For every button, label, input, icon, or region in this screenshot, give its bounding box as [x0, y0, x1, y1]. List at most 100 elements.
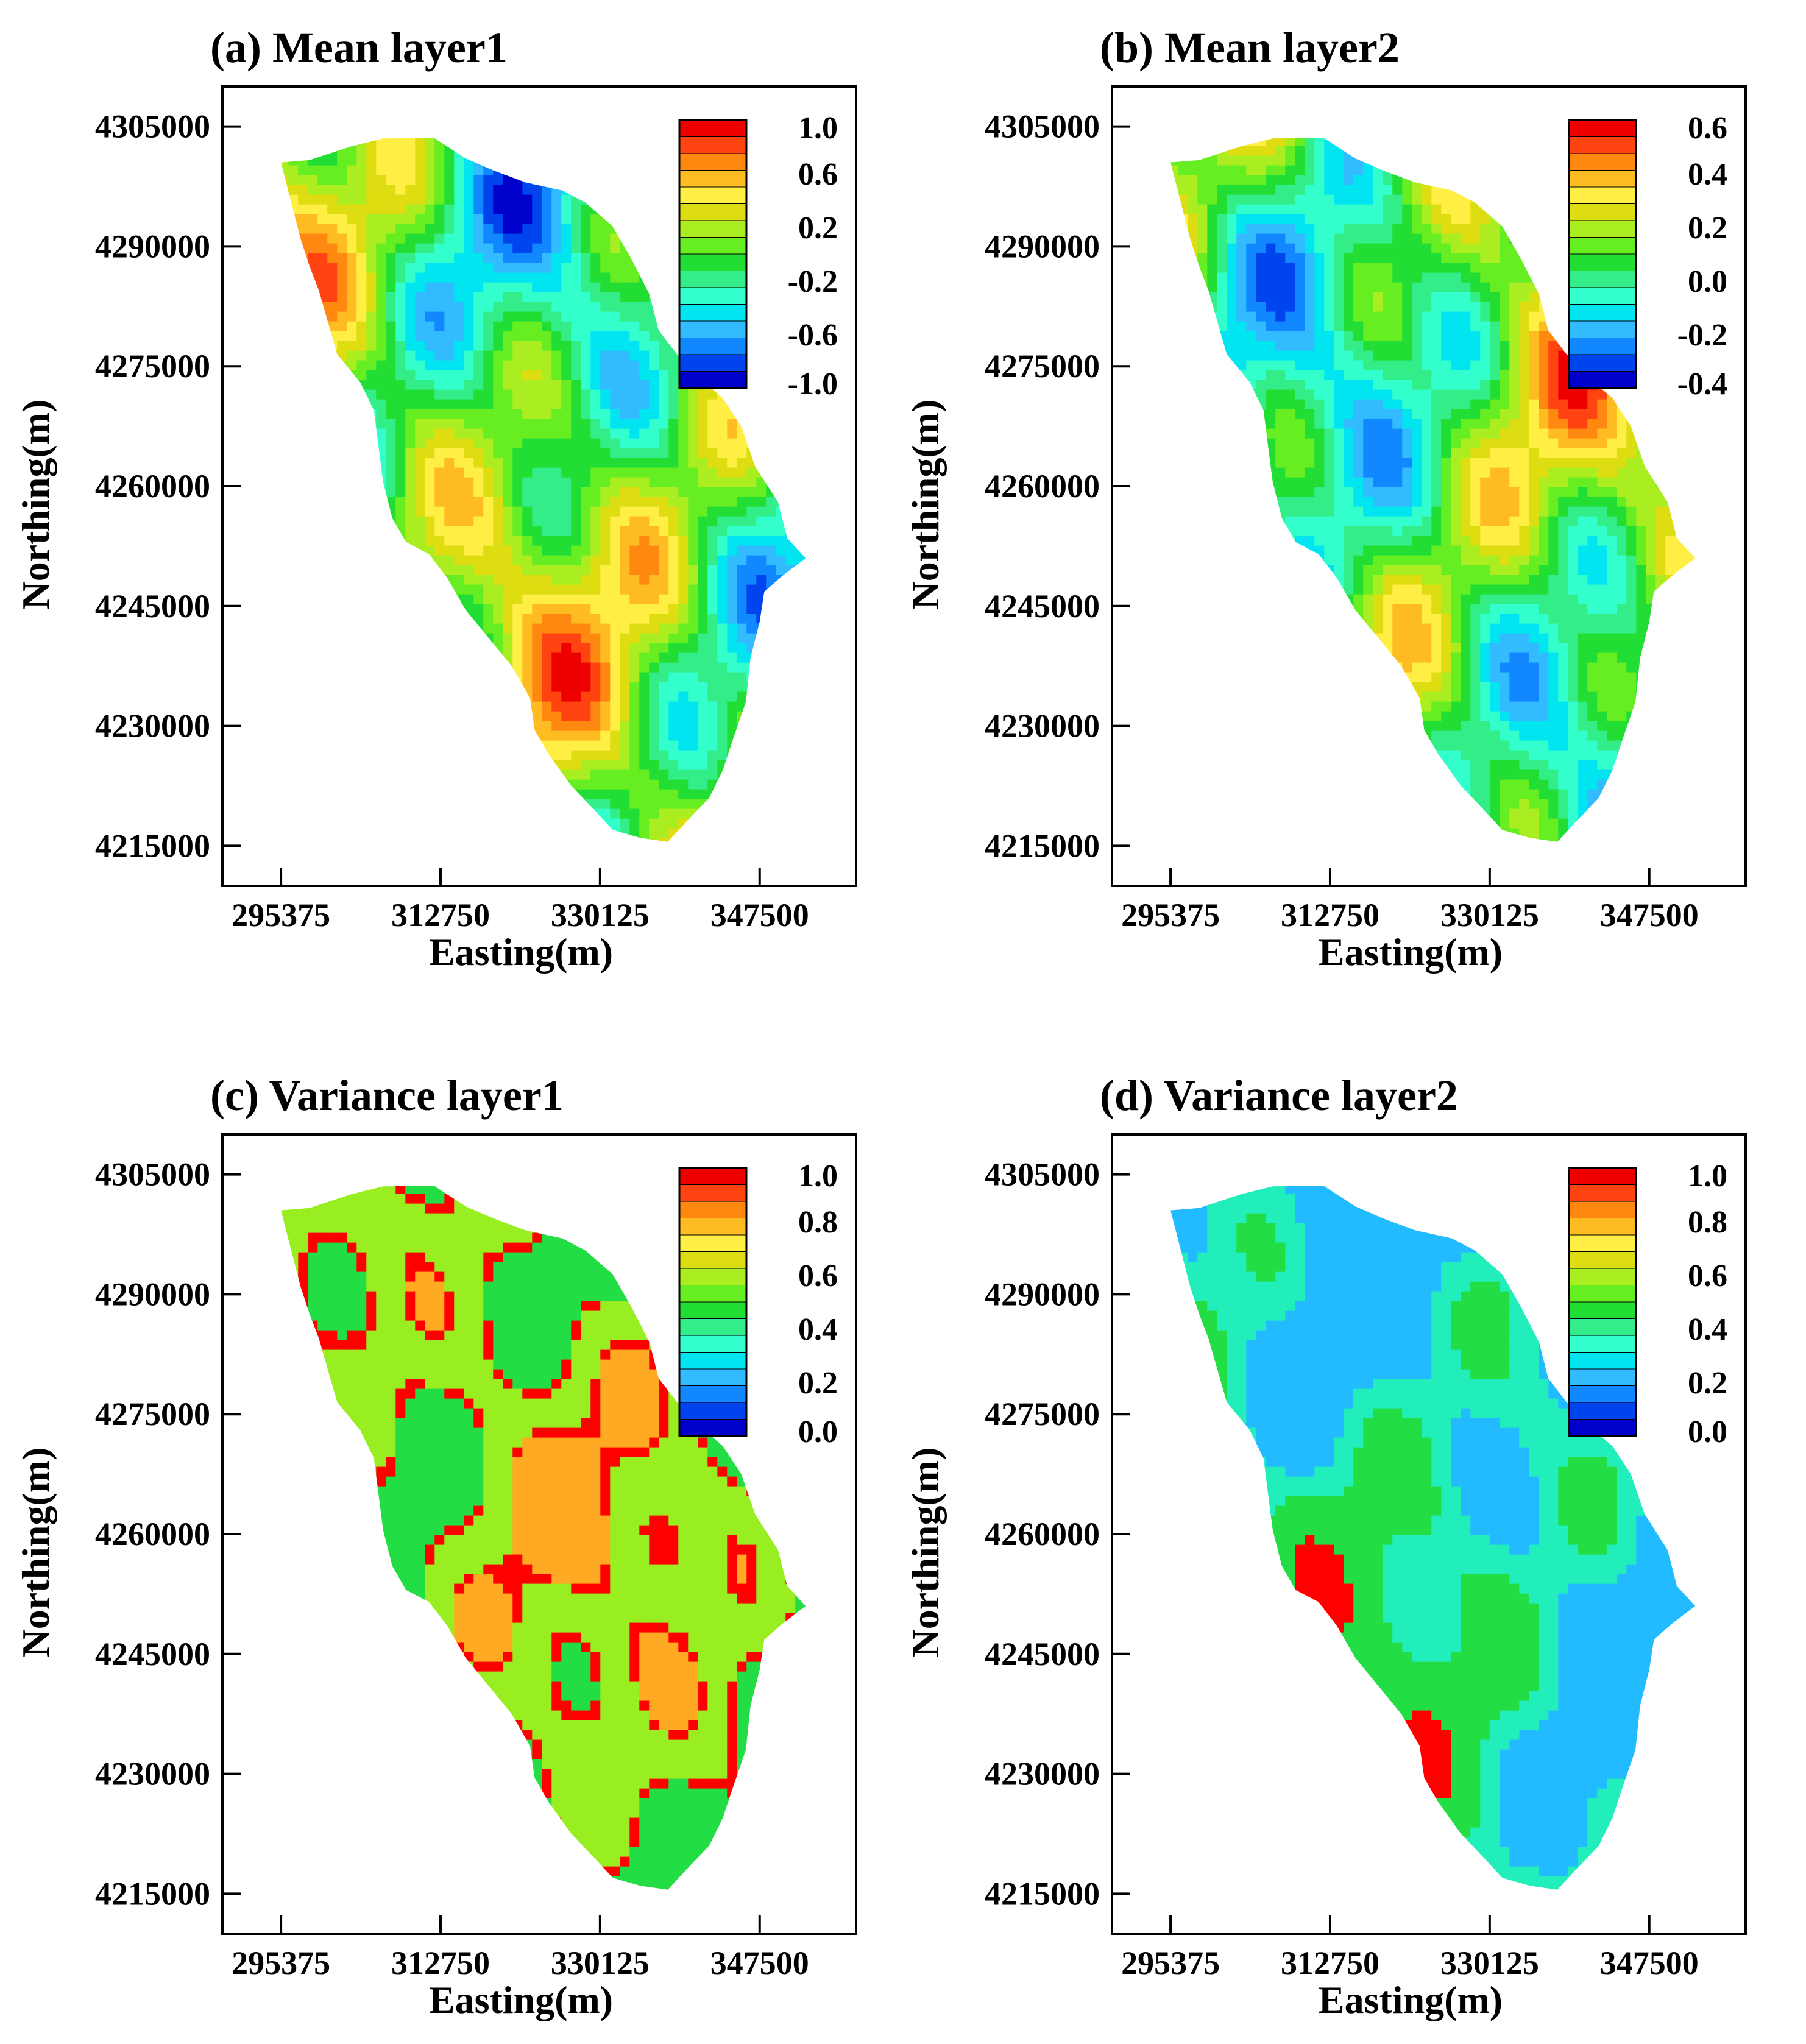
map-cell [815, 585, 825, 595]
map-cell [746, 565, 757, 576]
map-cell [1188, 155, 1198, 166]
map-cell [1295, 155, 1305, 166]
map-cell [281, 438, 289, 449]
map-cell [746, 545, 757, 556]
map-cell [707, 828, 718, 839]
map-cell [629, 730, 640, 741]
map-cell [581, 428, 591, 439]
map-cell [425, 497, 435, 507]
map-cell [620, 272, 630, 283]
map-cell [347, 253, 357, 264]
map-cell [629, 350, 640, 361]
map-cell [259, 448, 269, 459]
map-cell [308, 350, 318, 361]
map-cell [649, 828, 659, 839]
map-cell [337, 760, 347, 771]
map-cell [532, 477, 542, 488]
map-cell [776, 604, 786, 615]
map-cell [620, 506, 630, 517]
map-cell [259, 663, 269, 673]
map-cell [1197, 146, 1208, 157]
map-cell [659, 555, 669, 566]
map-cell [776, 769, 786, 780]
map-cell [1636, 214, 1646, 225]
map-cell [600, 155, 611, 166]
map-cell [639, 555, 650, 566]
map-cell [795, 409, 806, 420]
map-cell [590, 701, 601, 712]
map-cell [425, 487, 435, 498]
map-cell [298, 243, 308, 254]
map-cell [356, 155, 367, 166]
map-cell [707, 711, 718, 722]
map-cell [473, 185, 484, 196]
map-cell [317, 185, 328, 196]
map-cell [785, 545, 796, 556]
map-cell [727, 516, 737, 527]
map-cell [356, 350, 367, 361]
map-cell [269, 595, 279, 605]
map-cell [756, 691, 767, 702]
map-cell [659, 779, 669, 790]
map-cell [522, 652, 533, 663]
map-cell [551, 614, 562, 624]
map-cell [298, 409, 308, 420]
map-cell [386, 370, 396, 381]
map-cell [405, 760, 416, 771]
map-cell [805, 711, 806, 722]
map-cell [805, 526, 806, 537]
map-cell [327, 682, 338, 693]
map-cell [756, 146, 767, 157]
map-cell [434, 302, 445, 313]
map-cell [298, 292, 308, 303]
map-cell [649, 185, 659, 196]
map-cell [629, 331, 640, 342]
map-cell [269, 370, 279, 381]
map-cell [551, 399, 562, 410]
map-cell [678, 419, 689, 430]
map-cell [376, 185, 386, 196]
map-cell [1402, 204, 1412, 215]
map-cell [668, 604, 679, 615]
map-cell [590, 399, 601, 410]
map-cell [600, 594, 611, 605]
map-cell [395, 155, 406, 166]
map-cell [493, 526, 503, 537]
map-cell [434, 214, 445, 225]
map-cell [610, 146, 620, 157]
map-cell [281, 360, 289, 371]
map-cell [805, 760, 806, 771]
map-cell [512, 399, 523, 410]
map-cell [1344, 194, 1354, 205]
map-cell [639, 458, 650, 469]
map-cell [659, 730, 669, 741]
map-cell [454, 263, 464, 274]
map-cell [805, 428, 806, 439]
map-cell [649, 360, 659, 371]
map-cell [376, 419, 386, 430]
map-cell [668, 341, 679, 352]
map-cell [737, 633, 747, 644]
map-cell [776, 691, 786, 702]
map-cell [327, 350, 338, 361]
map-cell [756, 292, 767, 303]
map-cell [366, 526, 377, 537]
map-cell [434, 487, 445, 498]
map-cell [259, 185, 269, 196]
map-cell [337, 321, 347, 332]
map-cell [425, 155, 435, 166]
map-cell [269, 224, 279, 235]
map-cell [512, 341, 523, 352]
map-cell [1500, 175, 1510, 186]
map-cell [785, 526, 796, 537]
map-cell [281, 721, 289, 732]
map-cell [776, 389, 786, 400]
map-cell [308, 565, 318, 576]
map-cell [600, 243, 611, 254]
map-cell [756, 467, 767, 478]
map-cell [561, 818, 572, 829]
map-cell [542, 662, 552, 673]
map-cell [288, 789, 299, 800]
map-cell [269, 526, 279, 537]
map-cell [600, 721, 611, 732]
